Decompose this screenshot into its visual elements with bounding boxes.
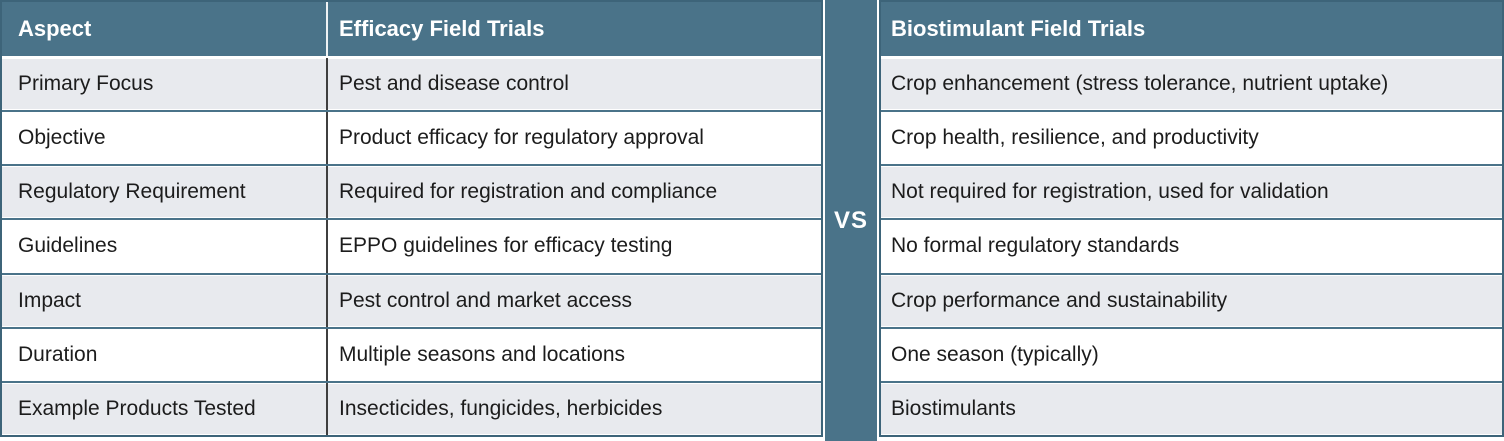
aspect-cell: Impact	[2, 274, 328, 327]
aspect-cell: Primary Focus	[2, 58, 328, 111]
table-row: Crop performance and sustainability	[881, 272, 1502, 327]
table-row: No formal regulatory standards	[881, 218, 1502, 273]
efficacy-table-header-row: Aspect Efficacy Field Trials	[2, 2, 821, 56]
aspect-cell: Duration	[2, 328, 328, 381]
efficacy-value-cell: EPPO guidelines for efficacy testing	[328, 220, 821, 273]
efficacy-value-cell: Required for registration and compliance	[328, 166, 821, 219]
aspect-cell: Objective	[2, 112, 328, 165]
efficacy-value-cell: Pest control and market access	[328, 274, 821, 327]
biostimulant-value-cell: Crop health, resilience, and productivit…	[881, 112, 1502, 165]
aspect-cell: Guidelines	[2, 220, 328, 273]
biostimulant-column-header: Biostimulant Field Trials	[891, 16, 1146, 41]
biostimulant-value-cell: Not required for registration, used for …	[881, 166, 1502, 219]
efficacy-value-cell: Pest and disease control	[328, 58, 821, 111]
vs-label: VS	[833, 206, 868, 234]
efficacy-column-header: Efficacy Field Trials	[339, 16, 545, 41]
biostimulant-value-cell: Crop performance and sustainability	[881, 274, 1502, 327]
table-row: Duration Multiple seasons and locations	[2, 326, 821, 381]
aspect-cell: Example Products Tested	[2, 382, 328, 435]
efficacy-value-cell: Multiple seasons and locations	[328, 328, 821, 381]
biostimulant-value-cell: One season (typically)	[881, 328, 1502, 381]
biostimulant-value-cell: Biostimulants	[881, 382, 1502, 435]
table-row: Primary Focus Pest and disease control	[2, 56, 821, 111]
table-row: One season (typically)	[881, 326, 1502, 381]
table-row: Crop health, resilience, and productivit…	[881, 110, 1502, 165]
biostimulant-table: Biostimulant Field Trials Crop enhanceme…	[879, 0, 1504, 437]
table-row: Example Products Tested Insecticides, fu…	[2, 380, 821, 435]
table-row: Crop enhancement (stress tolerance, nutr…	[881, 56, 1502, 111]
biostimulant-value-cell: Crop enhancement (stress tolerance, nutr…	[881, 58, 1502, 111]
table-row: Biostimulants	[881, 380, 1502, 435]
efficacy-value-cell: Product efficacy for regulatory approval	[328, 112, 821, 165]
divider-gap	[823, 0, 825, 441]
table-row: Impact Pest control and market access	[2, 272, 821, 327]
biostimulant-value-cell: No formal regulatory standards	[881, 220, 1502, 273]
vs-divider: VS	[825, 0, 877, 441]
table-row: Objective Product efficacy for regulator…	[2, 110, 821, 165]
efficacy-table: Aspect Efficacy Field Trials Primary Foc…	[0, 0, 823, 437]
aspect-cell: Regulatory Requirement	[2, 166, 328, 219]
aspect-column-header: Aspect	[2, 2, 328, 56]
divider-gap	[877, 0, 879, 441]
efficacy-value-cell: Insecticides, fungicides, herbicides	[328, 382, 821, 435]
table-row: Not required for registration, used for …	[881, 164, 1502, 219]
table-row: Guidelines EPPO guidelines for efficacy …	[2, 218, 821, 273]
table-row: Regulatory Requirement Required for regi…	[2, 164, 821, 219]
biostimulant-table-header-row: Biostimulant Field Trials	[881, 2, 1502, 56]
